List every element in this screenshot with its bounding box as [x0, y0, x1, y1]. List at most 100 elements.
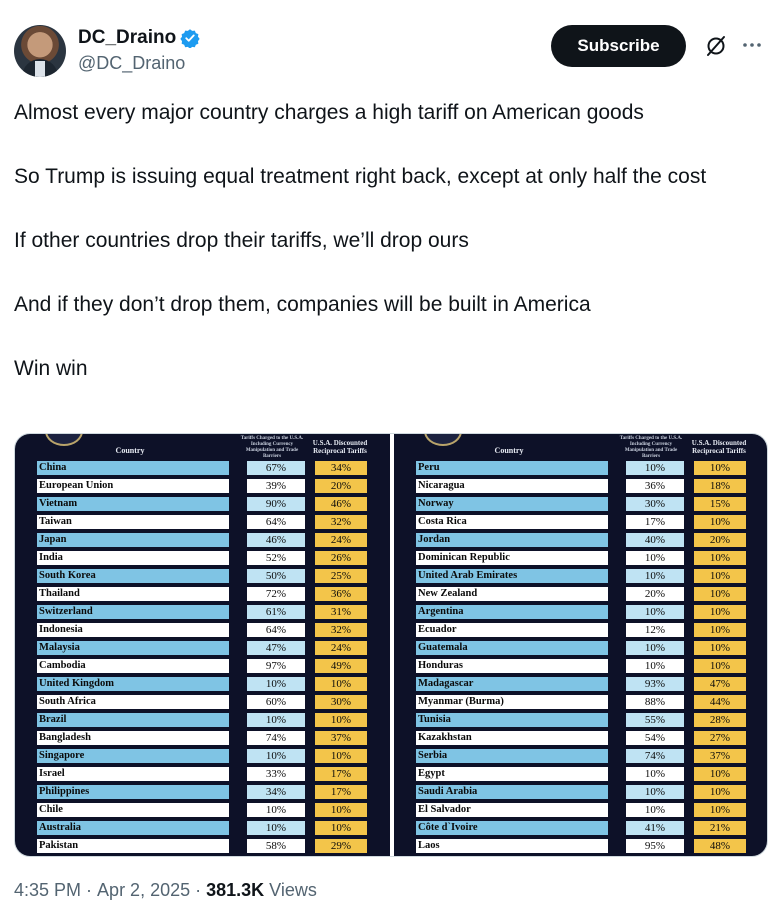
author-handle[interactable]: @DC_Draino	[78, 53, 186, 73]
tariff-charged-cell: 20%	[626, 587, 684, 601]
table-row: European Union 39% 20%	[15, 477, 390, 495]
tariff-charged-cell: 74%	[626, 749, 684, 763]
country-cell: European Union	[37, 479, 229, 493]
tariff-charged-cell: 12%	[626, 623, 684, 637]
tariff-charged-cell: 33%	[247, 767, 305, 781]
reciprocal-tariff-cell: 20%	[315, 479, 367, 493]
table-row: Dominican Republic 10% 10%	[394, 549, 767, 567]
reciprocal-tariff-cell: 17%	[315, 767, 367, 781]
table-row: Serbia 74% 37%	[394, 747, 767, 765]
table-row: Indonesia 64% 32%	[15, 621, 390, 639]
tariff-charged-cell: 17%	[626, 515, 684, 529]
tariff-charged-cell: 10%	[626, 461, 684, 475]
tweet-time[interactable]: 4:35 PM	[14, 880, 82, 900]
table-row: Israel 33% 17%	[15, 765, 390, 783]
reciprocal-tariff-cell: 37%	[694, 749, 746, 763]
country-cell: Nicaragua	[416, 479, 608, 493]
reciprocal-tariff-cell: 10%	[315, 677, 367, 691]
reciprocal-tariff-cell: 29%	[315, 839, 367, 853]
meta-separator: ·	[195, 880, 202, 900]
table-row: Saudi Arabia 10% 10%	[394, 783, 767, 801]
tariff-charged-cell: 46%	[247, 533, 305, 547]
reciprocal-tariff-cell: 10%	[315, 803, 367, 817]
avatar-shirt	[35, 61, 45, 77]
reciprocal-tariff-cell: 10%	[694, 659, 746, 673]
country-cell: South Africa	[37, 695, 229, 709]
reciprocal-tariff-cell: 20%	[694, 533, 746, 547]
table-row: United Arab Emirates 10% 10%	[394, 567, 767, 585]
table-row: Philippines 34% 17%	[15, 783, 390, 801]
tariff-charged-cell: 95%	[626, 839, 684, 853]
tariff-charged-cell: 88%	[626, 695, 684, 709]
tariff-charged-cell: 52%	[247, 551, 305, 565]
tariff-charged-cell: 64%	[247, 515, 305, 529]
country-cell: Australia	[37, 821, 229, 835]
tweet-header: DC_Draino @DC_Draino Subscribe	[14, 23, 768, 79]
tariff-charged-cell: 54%	[626, 731, 684, 745]
reciprocal-tariff-cell: 30%	[315, 695, 367, 709]
table-row: Thailand 72% 36%	[15, 585, 390, 603]
tweet-text: Almost every major country charges a hig…	[14, 97, 754, 417]
table-row: Australia 10% 10%	[15, 819, 390, 837]
media-image-left[interactable]: Country Tariffs Charged to the U.S.A. In…	[15, 434, 390, 856]
tariff-charged-cell: 72%	[247, 587, 305, 601]
seal-icon	[424, 434, 462, 446]
table-row: India 52% 26%	[15, 549, 390, 567]
table-row: Laos 95% 48%	[394, 837, 767, 855]
table-row: Nicaragua 36% 18%	[394, 477, 767, 495]
reciprocal-tariff-cell: 10%	[694, 515, 746, 529]
table-row: United Kingdom 10% 10%	[15, 675, 390, 693]
country-cell: Chile	[37, 803, 229, 817]
tariff-charged-cell: 10%	[626, 659, 684, 673]
table-row: Côte d`Ivoire 41% 21%	[394, 819, 767, 837]
table-row: China 67% 34%	[15, 459, 390, 477]
media-image-right[interactable]: Country Tariffs Charged to the U.S.A. In…	[394, 434, 767, 856]
table-row: Madagascar 93% 47%	[394, 675, 767, 693]
tariff-charged-cell: 10%	[626, 803, 684, 817]
grok-icon[interactable]	[704, 34, 728, 58]
views-count: 381.3K	[206, 880, 265, 900]
country-cell: Malaysia	[37, 641, 229, 655]
country-cell: Philippines	[37, 785, 229, 799]
country-cell: Cambodia	[37, 659, 229, 673]
country-cell: Dominican Republic	[416, 551, 608, 565]
subscribe-button[interactable]: Subscribe	[551, 25, 686, 67]
avatar[interactable]	[14, 25, 66, 77]
country-cell: United Kingdom	[37, 677, 229, 691]
author-display-name[interactable]: DC_Draino	[78, 27, 177, 48]
country-cell: Honduras	[416, 659, 608, 673]
tariff-charged-cell: 39%	[247, 479, 305, 493]
tariff-charged-cell: 61%	[247, 605, 305, 619]
reciprocal-tariff-cell: 32%	[315, 623, 367, 637]
country-cell: Egypt	[416, 767, 608, 781]
country-cell: United Arab Emirates	[416, 569, 608, 583]
more-icon[interactable]	[740, 33, 764, 57]
tariff-charged-cell: 10%	[626, 641, 684, 655]
reciprocal-tariff-cell: 10%	[694, 587, 746, 601]
country-cell: Indonesia	[37, 623, 229, 637]
table-row: Ecuador 12% 10%	[394, 621, 767, 639]
table-row: Bangladesh 74% 37%	[15, 729, 390, 747]
table-row: Egypt 10% 10%	[394, 765, 767, 783]
country-cell: Pakistan	[37, 839, 229, 853]
country-cell: Côte d`Ivoire	[416, 821, 608, 835]
country-cell: India	[37, 551, 229, 565]
reciprocal-tariff-cell: 49%	[315, 659, 367, 673]
country-cell: Guatemala	[416, 641, 608, 655]
tweet-media[interactable]: Country Tariffs Charged to the U.S.A. In…	[14, 433, 768, 857]
reciprocal-tariff-cell: 34%	[315, 461, 367, 475]
country-cell: Switzerland	[37, 605, 229, 619]
table-row: Costa Rica 17% 10%	[394, 513, 767, 531]
tweet-date[interactable]: Apr 2, 2025	[97, 880, 191, 900]
reciprocal-tariff-cell: 21%	[694, 821, 746, 835]
seal-icon	[45, 434, 83, 446]
country-cell: Argentina	[416, 605, 608, 619]
country-cell: Jordan	[416, 533, 608, 547]
author-name-line: DC_Draino	[78, 27, 200, 49]
reciprocal-tariff-cell: 46%	[315, 497, 367, 511]
country-cell: Laos	[416, 839, 608, 853]
tariff-charged-cell: 60%	[247, 695, 305, 709]
table-row: Myanmar (Burma) 88% 44%	[394, 693, 767, 711]
table-row: South Africa 60% 30%	[15, 693, 390, 711]
table-row: Honduras 10% 10%	[394, 657, 767, 675]
